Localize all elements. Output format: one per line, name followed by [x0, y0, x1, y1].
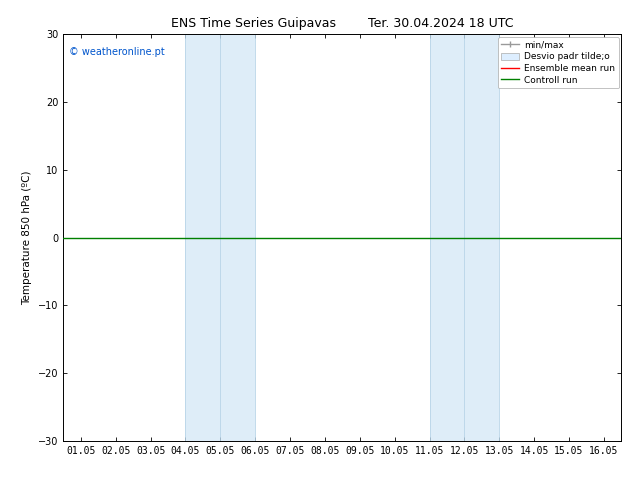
Title: ENS Time Series Guipavas        Ter. 30.04.2024 18 UTC: ENS Time Series Guipavas Ter. 30.04.2024… [171, 17, 514, 30]
Bar [185, 34, 255, 441]
Legend: min/max, Desvio padr tilde;o, Ensemble mean run, Controll run: min/max, Desvio padr tilde;o, Ensemble m… [498, 37, 619, 88]
Bar [429, 34, 500, 441]
Text: © weatheronline.pt: © weatheronline.pt [69, 47, 165, 56]
Y-axis label: Temperature 850 hPa (ºC): Temperature 850 hPa (ºC) [22, 171, 32, 305]
